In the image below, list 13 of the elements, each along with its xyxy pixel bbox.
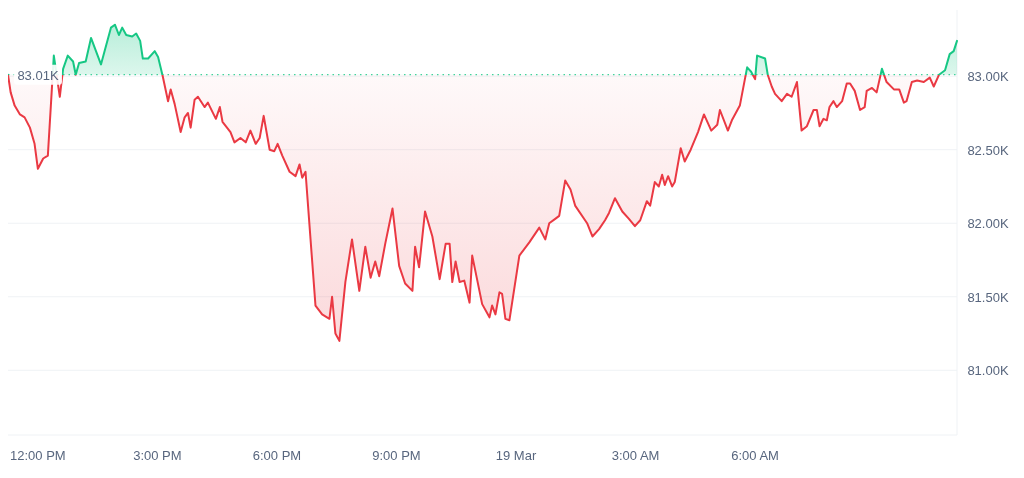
x-tick-label: 6:00 AM bbox=[731, 448, 779, 463]
x-tick-label: 19 Mar bbox=[495, 448, 537, 463]
x-tick-label: 3:00 PM bbox=[133, 448, 182, 463]
y-tick-label: 82.50K bbox=[967, 142, 1009, 158]
x-tick-label: 12:00 PM bbox=[10, 448, 66, 463]
x-tick-label: 9:00 PM bbox=[372, 448, 421, 463]
y-tick-label: 83.00K bbox=[967, 69, 1009, 85]
y-tick-label: 82.00K bbox=[967, 216, 1009, 232]
y-tick-label: 81.00K bbox=[967, 363, 1009, 379]
y-tick-label: 81.50K bbox=[967, 289, 1009, 305]
ref-line-label: 83.01K bbox=[17, 67, 59, 83]
x-tick-label: 3:00 AM bbox=[611, 448, 660, 463]
x-tick-label: 6:00 PM bbox=[252, 448, 302, 463]
